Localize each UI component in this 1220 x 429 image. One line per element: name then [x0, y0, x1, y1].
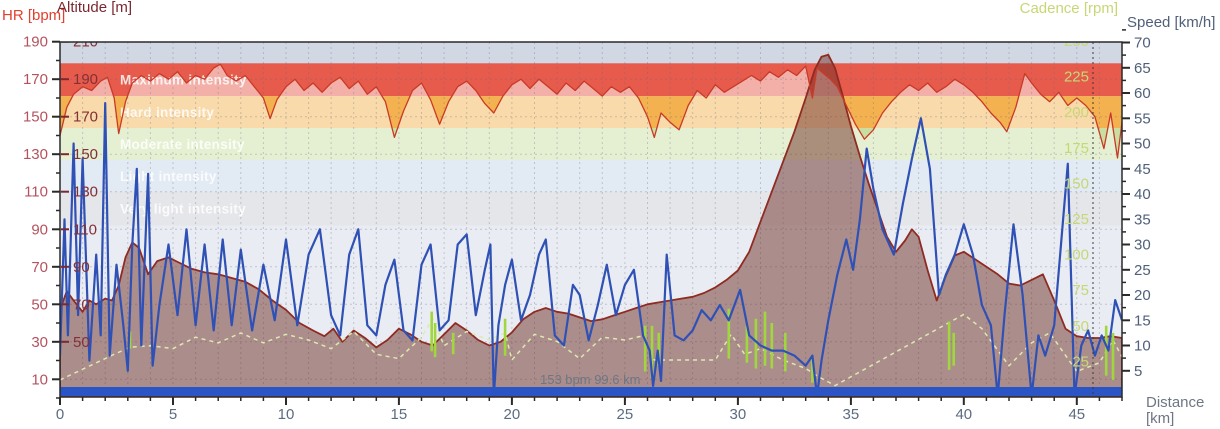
zone-label-maximum: Maximum intensity — [120, 73, 247, 88]
distance-tick-label: 5 — [169, 406, 177, 423]
speed-tick-label: 65 — [1134, 60, 1151, 77]
speed-tick-label: 55 — [1134, 110, 1151, 127]
speed-tick-label: 50 — [1134, 136, 1151, 153]
speed-tick-label: 25 — [1134, 262, 1151, 279]
cadence-tick-label: 250 — [1064, 33, 1089, 50]
hr-tick-label: 170 — [23, 71, 48, 88]
speed-tick-label: 20 — [1134, 287, 1151, 304]
altitude-tick-label: 210 — [73, 34, 98, 51]
speed-tick-label: 30 — [1134, 237, 1151, 254]
cadence-dashed-line — [60, 313, 1122, 387]
zone-label-hard: Hard intensity — [120, 105, 214, 120]
speed-tick-label: 70 — [1134, 35, 1151, 52]
cadence-tick-label: 75 — [1072, 282, 1089, 299]
hr-curve — [60, 63, 1122, 159]
cadence-tick-label: 100 — [1064, 247, 1089, 264]
distance-tick-label: 40 — [955, 406, 972, 423]
speed-tick-label: 45 — [1134, 161, 1151, 178]
distance-tick-label: 25 — [617, 406, 634, 423]
hr-tick-label: 150 — [23, 109, 48, 126]
distance-tick-label: 20 — [504, 406, 521, 423]
cadence-bars — [128, 308, 1115, 383]
cadence-tick-label: 150 — [1064, 175, 1089, 192]
gridlines — [60, 42, 1122, 397]
altitude-tick-label: 50 — [73, 334, 90, 351]
speed-tick-label: 10 — [1134, 338, 1151, 355]
hr-tick-label: 90 — [31, 221, 48, 238]
speed-tick-label: 15 — [1134, 312, 1151, 329]
altitude-tick-label: 70 — [73, 296, 90, 313]
speed-tick-label: 60 — [1134, 85, 1151, 102]
distance-tick-label: 35 — [843, 406, 860, 423]
distance-tick-label: 10 — [278, 406, 295, 423]
hr-tick-label: 110 — [24, 184, 48, 201]
baseline-bar — [60, 387, 1122, 396]
cadence-tick-label: 200 — [1064, 104, 1089, 121]
altitude-tick-label: 90 — [73, 259, 90, 276]
speed-axis-title: Speed [km/h] — [1127, 14, 1215, 31]
cadence-tick-label: 50 — [1072, 318, 1089, 335]
zone-label-moderate: Moderate intensity — [120, 137, 245, 152]
cadence-tick-label: 225 — [1064, 69, 1089, 86]
distance-axis-unit: [km] — [1146, 410, 1174, 427]
distance-axis-title: Distance — [1146, 394, 1204, 411]
altitude-tick-label: 110 — [73, 221, 97, 238]
zone-label-light: Light intensity — [120, 169, 217, 184]
altitude-axis-title: Altitude [m] — [57, 0, 132, 16]
hr-tick-label: 30 — [31, 334, 48, 351]
cadence-tick-label: 175 — [1064, 140, 1089, 157]
cadence-tick-label: 25 — [1072, 353, 1089, 370]
hr-tick-label: 10 — [31, 371, 48, 388]
hr-axis-title: HR [bpm] — [2, 7, 65, 24]
speed-tick-label: 5 — [1134, 363, 1142, 380]
distance-tick-label: 45 — [1068, 406, 1085, 423]
altitude-area — [60, 53, 1122, 397]
altitude-tick-label: 150 — [73, 146, 98, 163]
distance-tick-label: 30 — [730, 406, 747, 423]
altitude-tick-label: 130 — [73, 184, 98, 201]
cadence-axis-title: Cadence [rpm] — [1020, 0, 1118, 17]
altitude-tick-label: 170 — [73, 109, 98, 126]
distance-tick-label: 15 — [391, 406, 408, 423]
hr-tick-label: 70 — [31, 259, 48, 276]
plot-area[interactable]: Maximum intensity Hard intensity Moderate … — [60, 33, 1122, 397]
speed-curve — [60, 102, 1122, 397]
hr-tick-label: 50 — [31, 296, 48, 313]
distance-tick-label: 0 — [56, 406, 64, 423]
altitude-tick-label: 190 — [73, 71, 98, 88]
cursor-readout-annotation: 153 bpm 99.6 km — [540, 372, 640, 387]
cadence-tick-label: 125 — [1064, 211, 1089, 228]
hr-tick-label: 190 — [23, 34, 48, 51]
speed-tick-label: 40 — [1134, 186, 1151, 203]
axes-layer: 1901701501301109070503010706560555045403… — [23, 29, 1151, 423]
zone-label-very: Very light intensity — [120, 202, 246, 217]
speed-tick-label: 35 — [1134, 211, 1151, 228]
hr-tick-label: 130 — [23, 146, 48, 163]
